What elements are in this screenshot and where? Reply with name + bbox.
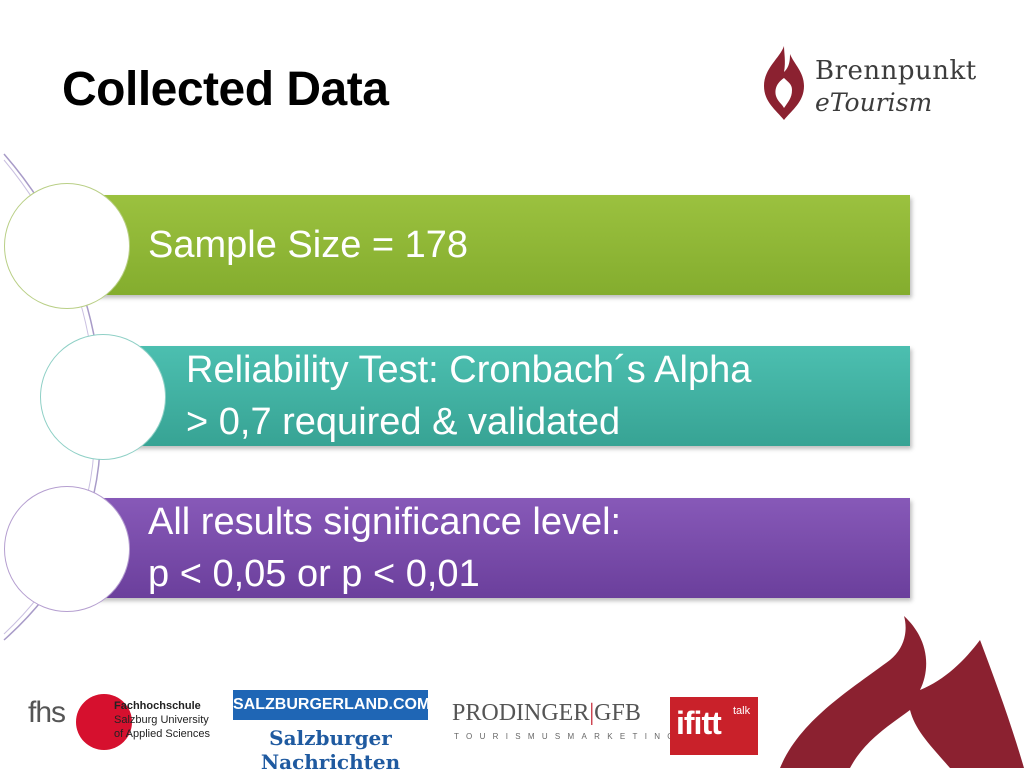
item-bar-sample-size: Sample Size = 178	[95, 195, 910, 295]
item-line: All results significance level:	[148, 501, 622, 543]
slide-title: Collected Data	[62, 63, 389, 116]
gfb-name: GFB	[594, 700, 641, 726]
item-line: p < 0,05 or p < 0,01	[148, 553, 480, 595]
prodinger-gfb-logo: PRODINGER|GFB TOURISMUSMARKETING	[452, 700, 674, 746]
item-bar-significance-level: All results significance level: p < 0,05…	[95, 498, 910, 598]
prodinger-name: PRODINGER	[452, 700, 590, 726]
prodinger-wordmark: PRODINGER|GFB	[452, 700, 641, 727]
fhs-red-circle-icon	[76, 694, 132, 750]
fhs-line-1: Fachhochschule	[114, 700, 201, 712]
item-bar-reliability-test: Reliability Test: Cronbach´s Alpha > 0,7…	[130, 346, 910, 446]
item-line: Reliability Test: Cronbach´s Alpha	[186, 349, 752, 391]
ifitt-talk-logo: ifitt talk	[670, 697, 758, 755]
flame-pin-icon	[764, 46, 804, 120]
decorative-flame-icon	[780, 616, 1024, 768]
item-line: > 0,7 required & validated	[186, 401, 621, 443]
prodinger-separator: |	[589, 700, 595, 726]
item-bullet-circle	[4, 486, 130, 612]
item-line: Sample Size = 178	[148, 224, 469, 266]
brennpunkt-etourism-logo: Brennpunkt eTourism	[760, 42, 1010, 122]
salzburger-nachrichten-wordmark: Salzburger Nachrichten	[260, 726, 401, 774]
salzburgerland-logo: SALZBURGERLAND.COM Salzburger Nachrichte…	[233, 690, 430, 774]
fhs-line-2: Salzburg University	[114, 714, 209, 726]
fhs-line-3: of Applied Sciences	[114, 728, 211, 740]
ifitt-talk-label: talk	[733, 705, 751, 717]
fhs-salzburg-logo: fhs Fachhochschule Salzburg University o…	[28, 690, 218, 750]
fhs-wordmark: fhs	[28, 696, 66, 729]
prodinger-tagline: TOURISMUSMARKETING	[454, 732, 681, 741]
brand-line-1: Brennpunkt	[815, 56, 977, 86]
salzburgerland-band: SALZBURGERLAND.COM	[233, 690, 430, 720]
item-bullet-circle	[4, 183, 130, 309]
ifitt-wordmark: ifitt	[676, 705, 722, 741]
brand-line-2: eTourism	[815, 88, 933, 117]
item-bullet-circle	[40, 334, 166, 460]
